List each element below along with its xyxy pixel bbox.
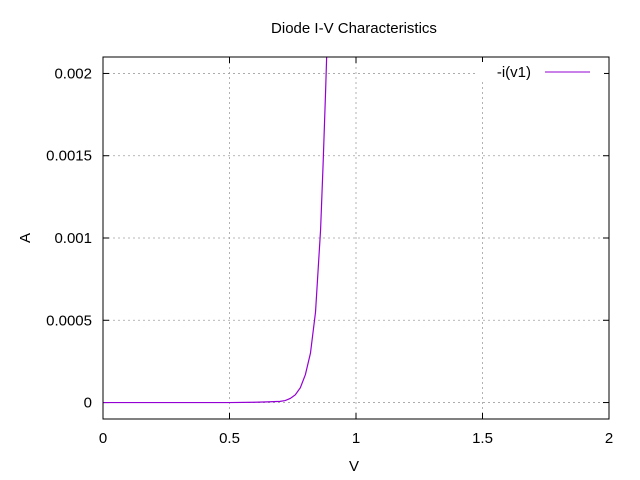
x-tick-label: 0.5 [219, 430, 240, 447]
legend: -i(v1) [478, 62, 604, 82]
y-tick-label: 0 [84, 395, 92, 412]
x-axis-label: V [349, 458, 359, 475]
x-tick-label: 1.5 [472, 430, 493, 447]
x-tick-label: 1 [352, 430, 360, 447]
y-tick-label: 0.0005 [46, 312, 92, 329]
legend-box [478, 62, 604, 82]
legend-label: -i(v1) [497, 64, 531, 81]
grid-lines [103, 57, 609, 419]
y-tick-label: 0.001 [54, 230, 92, 247]
series-layer [103, 56, 328, 404]
x-tick-label: 2 [605, 430, 613, 447]
plot-frame [102, 56, 610, 420]
x-tick-label: 0 [99, 430, 107, 447]
y-tick-label: 0.002 [54, 65, 92, 82]
chart-title: Diode I-V Characteristics [271, 20, 437, 37]
y-axis-label: A [17, 233, 34, 243]
series-line [103, 56, 328, 404]
y-tick-label: 0.0015 [46, 148, 92, 165]
axis-ticks: 0 0.5 1 1.5 2 0 0.0005 0.001 0.0015 0.002 [46, 57, 613, 447]
